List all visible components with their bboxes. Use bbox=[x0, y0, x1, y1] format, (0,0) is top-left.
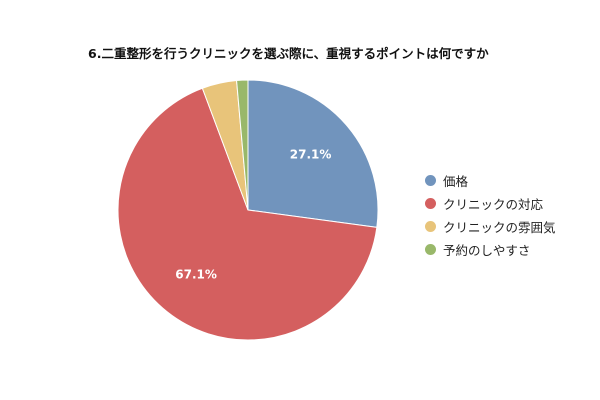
legend-label: クリニックの雰囲気 bbox=[443, 220, 556, 235]
legend-item-4: 予約のしやすさ bbox=[425, 238, 556, 261]
pie-slice-4 bbox=[236, 79, 249, 211]
pie-slice-2 bbox=[117, 87, 378, 341]
legend-label: クリニックの対応 bbox=[443, 197, 544, 212]
pie-data-labels: 27.1% 67.1% bbox=[175, 148, 331, 282]
legend-swatch bbox=[425, 198, 436, 209]
legend-swatch bbox=[425, 175, 436, 186]
legend-item-3: クリニックの雰囲気 bbox=[425, 215, 556, 238]
pie-slices bbox=[117, 79, 379, 341]
legend-swatch bbox=[425, 244, 436, 255]
pie-data-label-1: 27.1% bbox=[290, 148, 332, 162]
chart-title: 6.二重整形を行うクリニックを選ぶ際に、重視するポイントは何ですか bbox=[88, 46, 489, 61]
legend-item-1: 価格 bbox=[425, 169, 556, 192]
legend-item-2: クリニックの対応 bbox=[425, 192, 556, 215]
legend: 価格クリニックの対応 クリニックの雰囲気 予約のしやすさ bbox=[425, 169, 556, 261]
legend-swatch bbox=[425, 221, 436, 232]
pie-data-label-2: 67.1% bbox=[175, 268, 217, 282]
legend-label: 予約のしやすさ bbox=[443, 243, 531, 258]
legend-label: 価格 bbox=[443, 174, 469, 189]
pie-slice-1 bbox=[247, 79, 379, 228]
